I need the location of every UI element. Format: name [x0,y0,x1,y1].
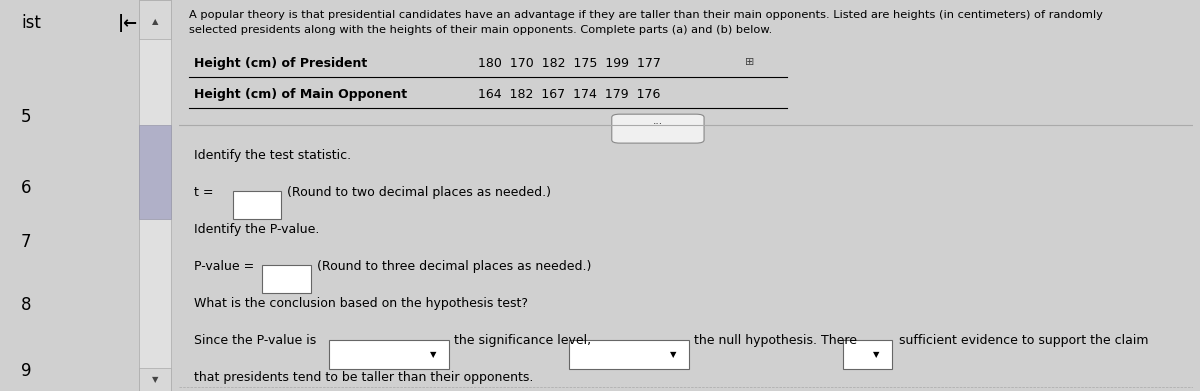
Text: A popular theory is that presidential candidates have an advantage if they are t: A popular theory is that presidential ca… [188,10,1103,20]
Bar [233,191,281,219]
Text: Identify the test statistic.: Identify the test statistic. [194,149,352,161]
Text: ▲: ▲ [151,17,158,26]
Text: ▼: ▼ [430,350,437,359]
Bar [329,340,449,369]
Text: selected presidents along with the heights of their main opponents. Complete par: selected presidents along with the heigh… [188,25,772,36]
Bar [569,340,689,369]
Text: ▼: ▼ [671,350,677,359]
Text: What is the conclusion based on the hypothesis test?: What is the conclusion based on the hypo… [194,297,528,310]
Text: 6: 6 [20,179,31,197]
Text: ⊞: ⊞ [745,57,754,67]
Text: 164  182  167  174  179  176: 164 182 167 174 179 176 [478,88,660,101]
Text: Identify the P-value.: Identify the P-value. [194,223,319,236]
Text: (Round to two decimal places as needed.): (Round to two decimal places as needed.) [287,186,551,199]
Text: P-value =: P-value = [194,260,254,273]
Text: (Round to three decimal places as needed.): (Round to three decimal places as needed… [317,260,592,273]
Text: Height (cm) of Main Opponent: Height (cm) of Main Opponent [194,88,407,101]
Bar [139,368,170,391]
Bar [262,265,311,293]
Text: t =: t = [194,186,214,199]
Bar [842,340,892,369]
Text: ist: ist [20,14,41,32]
Text: ▼: ▼ [151,375,158,384]
FancyBboxPatch shape [612,114,704,143]
Text: Height (cm) of President: Height (cm) of President [194,57,367,70]
Text: the significance level,: the significance level, [454,334,590,347]
Text: |←: |← [119,14,138,32]
Text: ...: ... [653,116,662,126]
Text: that presidents tend to be taller than their opponents.: that presidents tend to be taller than t… [194,371,533,384]
Bar [139,0,170,39]
Text: 9: 9 [20,362,31,380]
Text: 7: 7 [20,233,31,251]
Text: 180  170  182  175  199  177: 180 170 182 175 199 177 [478,57,661,70]
Bar [139,125,170,219]
Bar [139,0,170,391]
Text: the null hypothesis. There: the null hypothesis. There [694,334,857,347]
Text: 8: 8 [20,296,31,314]
Text: 5: 5 [20,108,31,126]
Text: ▼: ▼ [874,350,880,359]
Text: Since the P-value is: Since the P-value is [194,334,317,347]
Text: sufficient evidence to support the claim: sufficient evidence to support the claim [899,334,1148,347]
